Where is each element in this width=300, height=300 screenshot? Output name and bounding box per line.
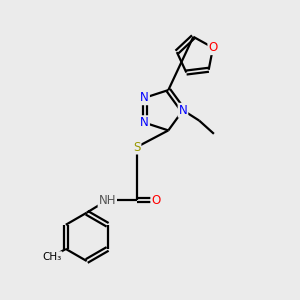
Text: N: N (140, 116, 149, 129)
Text: NH: NH (99, 194, 116, 207)
Text: O: O (208, 41, 217, 54)
Text: N: N (140, 91, 149, 104)
Text: S: S (133, 141, 140, 154)
Text: O: O (151, 194, 160, 207)
Text: CH₃: CH₃ (43, 252, 62, 262)
Text: N: N (178, 104, 188, 117)
